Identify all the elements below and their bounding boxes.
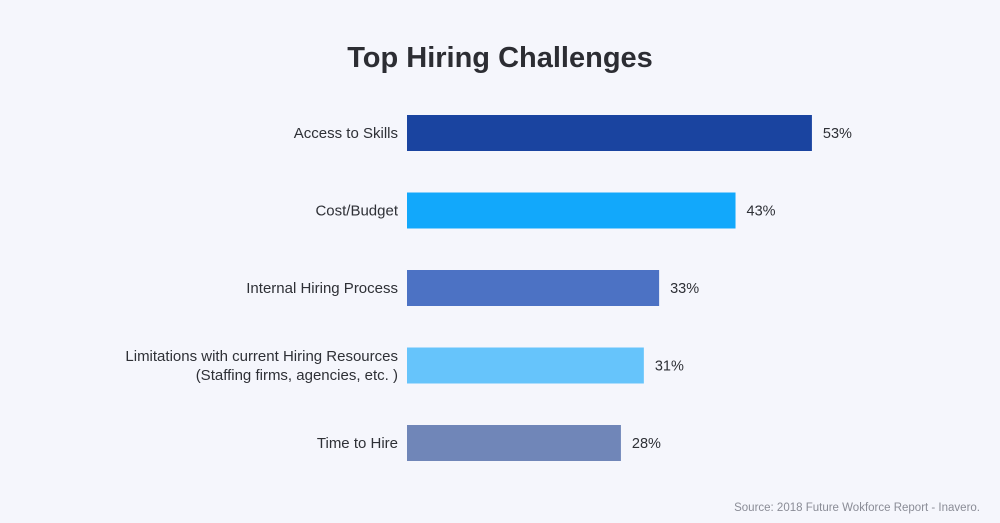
chart-title: Top Hiring Challenges [347, 42, 653, 74]
bar-3 [407, 270, 660, 306]
bar-1 [407, 115, 812, 151]
bar-5 [407, 425, 621, 461]
category-label-3: Internal Hiring Process [246, 280, 398, 297]
category-label-4-line-2: (Staffing firms, agencies, etc. ) [196, 367, 398, 384]
value-label-1: 53% [823, 126, 852, 142]
value-label-4: 31% [655, 359, 684, 375]
bars-group: 53% Access to Skills 43% Cost/Budget 33% Inte… [125, 115, 852, 461]
value-label-5: 28% [632, 436, 661, 452]
category-label-2: Cost/Budget [315, 203, 398, 220]
category-label-1: Access to Skills [294, 125, 398, 142]
bar-2 [407, 192, 736, 229]
source-note: Source: 2018 Future Wokforce Report - In… [734, 502, 980, 514]
category-label-4-line-1: Limitations with current Hiring Resource… [125, 348, 398, 365]
category-label-5: Time to Hire [317, 435, 398, 452]
bar-4 [407, 347, 644, 384]
value-label-2: 43% [747, 204, 776, 220]
value-label-3: 33% [670, 281, 699, 297]
